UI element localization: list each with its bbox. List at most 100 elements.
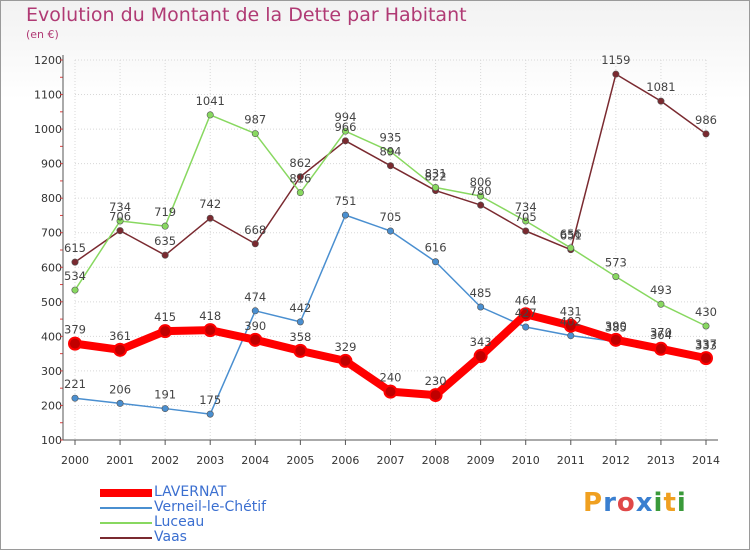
logo-letter: o bbox=[616, 488, 636, 518]
y-tick-label: 700 bbox=[41, 227, 62, 240]
legend-label: Vaas bbox=[154, 529, 187, 545]
data-label: 635 bbox=[154, 234, 176, 248]
data-label: 402 bbox=[560, 315, 582, 329]
legend-swatch bbox=[100, 522, 152, 524]
x-tick-label: 2006 bbox=[331, 454, 359, 467]
data-label: 994 bbox=[334, 110, 356, 124]
x-tick-label: 2012 bbox=[602, 454, 630, 467]
data-point bbox=[341, 137, 349, 145]
data-label: 240 bbox=[380, 371, 402, 385]
data-label: 221 bbox=[64, 377, 86, 391]
x-tick-label: 2000 bbox=[61, 454, 89, 467]
data-label: 418 bbox=[199, 309, 221, 323]
data-label: 431 bbox=[560, 305, 582, 319]
data-point bbox=[477, 192, 485, 200]
data-point bbox=[161, 251, 169, 259]
data-label: 862 bbox=[289, 156, 311, 170]
y-tick-label: 400 bbox=[41, 330, 62, 343]
data-point bbox=[522, 227, 530, 235]
y-tick-label: 300 bbox=[41, 365, 62, 378]
legend-label: Luceau bbox=[154, 514, 205, 530]
chart-unit: (en €) bbox=[26, 28, 59, 41]
data-point bbox=[386, 162, 394, 170]
data-point bbox=[386, 227, 394, 235]
data-label: 379 bbox=[64, 323, 86, 337]
data-point bbox=[158, 324, 173, 339]
x-tick-label: 2011 bbox=[557, 454, 585, 467]
data-label: 734 bbox=[109, 200, 131, 214]
data-point bbox=[296, 318, 304, 326]
data-point bbox=[251, 307, 259, 315]
data-label: 742 bbox=[199, 197, 221, 211]
data-point bbox=[612, 273, 620, 281]
data-point bbox=[702, 322, 710, 330]
data-point bbox=[116, 399, 124, 407]
data-label: 1081 bbox=[646, 80, 675, 94]
data-point bbox=[477, 201, 485, 209]
data-label: 1159 bbox=[601, 53, 630, 67]
data-point bbox=[608, 332, 623, 347]
data-label: 333 bbox=[695, 339, 717, 353]
data-point bbox=[71, 258, 79, 266]
data-label: 230 bbox=[425, 374, 447, 388]
data-label: 894 bbox=[380, 145, 402, 159]
data-point bbox=[116, 217, 124, 225]
data-label: 370 bbox=[650, 326, 672, 340]
data-label: 806 bbox=[470, 175, 492, 189]
data-point bbox=[657, 300, 665, 308]
data-point bbox=[383, 384, 398, 399]
logo-letter: P bbox=[583, 488, 604, 518]
data-point bbox=[522, 323, 530, 331]
data-label: 206 bbox=[109, 382, 131, 396]
x-tick-label: 2004 bbox=[241, 454, 269, 467]
data-point bbox=[71, 394, 79, 402]
x-tick-label: 2003 bbox=[196, 454, 224, 467]
y-tick-label: 200 bbox=[41, 399, 62, 412]
data-label: 337 bbox=[695, 337, 717, 351]
data-label: 656 bbox=[560, 227, 582, 241]
data-point bbox=[293, 343, 308, 358]
x-tick-label: 2005 bbox=[286, 454, 314, 467]
data-label: 705 bbox=[380, 210, 402, 224]
data-label: 464 bbox=[515, 293, 537, 307]
data-label: 816 bbox=[289, 172, 311, 186]
logo-letter: t bbox=[663, 488, 677, 518]
data-label: 668 bbox=[244, 223, 266, 237]
data-label: 474 bbox=[244, 290, 266, 304]
y-tick-label: 1200 bbox=[34, 54, 62, 67]
data-label: 534 bbox=[64, 269, 86, 283]
data-point bbox=[563, 318, 578, 333]
data-label: 358 bbox=[289, 330, 311, 344]
proxiti-logo: Proxiti bbox=[583, 488, 687, 518]
data-label: 986 bbox=[695, 113, 717, 127]
legend-swatch bbox=[100, 507, 152, 509]
data-label: 493 bbox=[650, 283, 672, 297]
data-point bbox=[68, 336, 82, 351]
data-point bbox=[699, 351, 713, 366]
data-point bbox=[161, 222, 169, 230]
data-label: 935 bbox=[380, 131, 402, 145]
data-label: 427 bbox=[515, 306, 537, 320]
data-label: 485 bbox=[470, 286, 492, 300]
data-label: 966 bbox=[334, 120, 356, 134]
data-point bbox=[341, 127, 349, 135]
data-label: 719 bbox=[154, 205, 176, 219]
data-label: 191 bbox=[154, 388, 176, 402]
data-point bbox=[522, 217, 530, 225]
data-label: 1041 bbox=[196, 94, 225, 108]
data-label: 415 bbox=[154, 310, 176, 324]
data-point bbox=[428, 388, 443, 403]
data-point bbox=[338, 353, 353, 368]
data-point bbox=[206, 111, 214, 119]
data-label: 615 bbox=[64, 241, 86, 255]
data-point bbox=[251, 240, 259, 248]
logo-letter: i bbox=[653, 488, 664, 518]
data-point bbox=[702, 130, 710, 138]
data-point bbox=[206, 214, 214, 222]
x-tick-label: 2009 bbox=[467, 454, 495, 467]
data-label: 651 bbox=[560, 229, 582, 243]
data-label: 430 bbox=[695, 305, 717, 319]
data-label: 390 bbox=[244, 319, 266, 333]
data-label: 831 bbox=[425, 166, 447, 180]
